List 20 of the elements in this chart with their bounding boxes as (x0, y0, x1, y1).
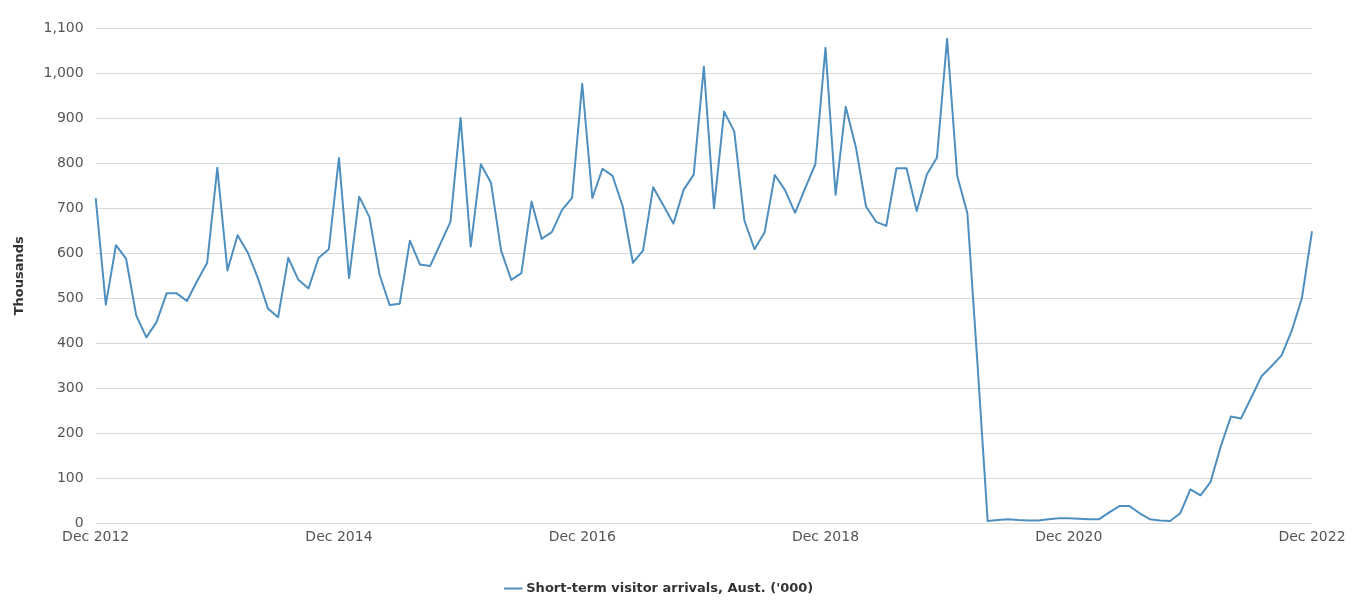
x-tick-label: Dec 2014 (305, 528, 373, 545)
y-tick-label: 500 (56, 288, 84, 305)
y-tick-label: 1,000 (43, 64, 84, 81)
y-tick-label: 0 (74, 513, 84, 530)
x-tick-label: Dec 2022 (1278, 528, 1346, 545)
y-tick-label: 900 (56, 109, 84, 125)
y-tick-label: 300 (56, 378, 84, 395)
y-tick-label: 100 (56, 468, 84, 485)
legend-label: Short-term visitor arrivals, Aust. ('000) (526, 579, 814, 595)
x-tick-label: Dec 2012 (62, 528, 130, 545)
x-tick-label: Dec 2016 (548, 528, 616, 545)
x-tick-label: Dec 2018 (791, 528, 860, 545)
y-tick-label: 400 (56, 333, 84, 350)
y-tick-label: 800 (56, 153, 84, 170)
x-tick-label: Dec 2020 (1035, 528, 1103, 545)
y-tick-label: 200 (56, 423, 84, 440)
y-tick-label: 1,100 (43, 19, 84, 36)
y-tick-label: 700 (56, 198, 84, 215)
y-axis-title: Thousands (11, 235, 27, 316)
y-tick-label: 600 (56, 243, 84, 260)
